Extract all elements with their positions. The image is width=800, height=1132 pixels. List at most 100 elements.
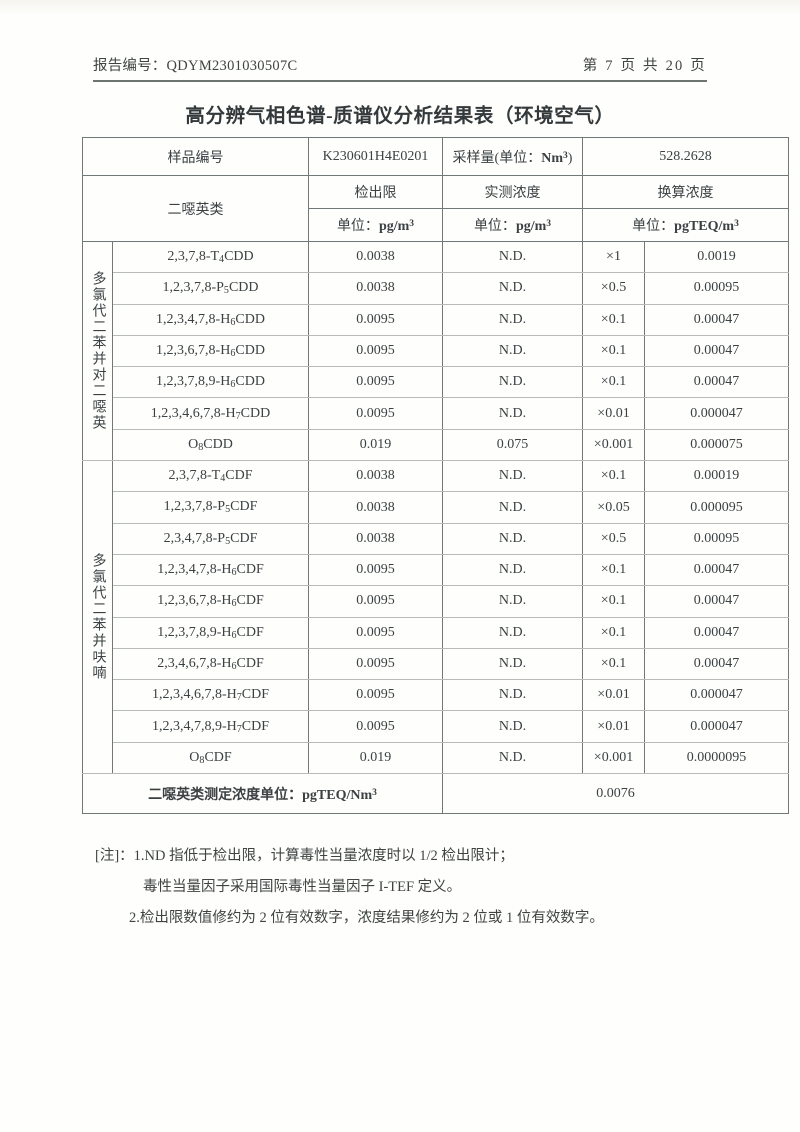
dioxin-group-label: 二噁英类: [82, 175, 309, 242]
congener-detection-limit: 0.0038: [308, 522, 443, 555]
congener-converted-value: 0.00047: [644, 647, 789, 681]
congener-detection-limit: 0.0038: [308, 460, 443, 493]
footnote-line-2: 毒性当量因子采用国际毒性当量因子 I-TEF 定义。: [95, 872, 735, 903]
table-row: 2,3,4,7,8-P5CDF 0.0038 N.D. ×0.5 0.00095: [83, 522, 789, 555]
table-row: 1,2,3,7,8-P5CDD 0.0038 N.D. ×0.5 0.00095: [83, 272, 789, 305]
congener-name: 1,2,3,7,8-P5CDF: [112, 491, 309, 524]
congener-name: O8CDD: [112, 428, 309, 462]
congener-converted-value: 0.00047: [644, 585, 789, 618]
congener-tef-factor: ×0.5: [582, 272, 645, 305]
congener-detection-limit: 0.0038: [308, 240, 443, 274]
sampling-volume-value: 528.2628: [582, 137, 789, 176]
congener-converted-value: 0.000075: [644, 428, 789, 462]
congener-measured-value: N.D.: [442, 303, 583, 336]
converted-unit: 单位：pgTEQ/m3: [582, 208, 789, 242]
congener-tef-factor: ×1: [582, 240, 645, 274]
table-row: O8CDD 0.019 0.075 ×0.001 0.000075: [83, 428, 789, 462]
detection-limit-header: 检出限: [308, 175, 443, 209]
congener-name: 1,2,3,4,7,8-H6CDF: [112, 553, 309, 587]
congener-tef-factor: ×0.001: [582, 428, 645, 462]
congener-converted-value: 0.00047: [644, 334, 789, 368]
sampling-volume-label: 采样量(单位：Nm3): [442, 137, 583, 176]
congener-name: 1,2,3,7,8,9-H6CDF: [112, 616, 309, 649]
congener-measured-value: N.D.: [442, 647, 583, 681]
congener-detection-limit: 0.0095: [308, 397, 443, 430]
congener-measured-value: 0.075: [442, 428, 583, 462]
congener-tef-factor: ×0.01: [582, 397, 645, 430]
footnote-line-3: 2.检出限数值修约为 2 位有效数字，浓度结果修约为 2 位或 1 位有效数字。: [95, 903, 735, 934]
table-row: 1,2,3,7,8,9-H6CDD 0.0095 N.D. ×0.1 0.00047: [83, 366, 789, 399]
congener-converted-value: 0.0000095: [644, 741, 789, 775]
congener-detection-limit: 0.0095: [308, 553, 443, 587]
congener-converted-value: 0.000095: [644, 491, 789, 524]
page-title: 高分辨气相色谱-质谱仪分析结果表（环境空气）: [185, 106, 615, 127]
measured-concentration-header: 实测浓度: [442, 175, 583, 209]
converted-concentration-header: 换算浓度: [582, 175, 789, 209]
congener-measured-value: N.D.: [442, 460, 583, 493]
congener-converted-value: 0.00095: [644, 522, 789, 555]
table-row: O8CDF 0.019 N.D. ×0.001 0.0000095: [83, 741, 789, 775]
congener-detection-limit: 0.0038: [308, 272, 443, 305]
congener-detection-limit: 0.0095: [308, 647, 443, 681]
congener-converted-value: 0.00047: [644, 303, 789, 336]
congener-converted-value: 0.000047: [644, 397, 789, 430]
congener-tef-factor: ×0.5: [582, 522, 645, 555]
congener-tef-factor: ×0.05: [582, 491, 645, 524]
congener-group-label-2: 多氯代二苯并呋喃: [82, 460, 113, 775]
congener-measured-value: N.D.: [442, 334, 583, 368]
congener-tef-factor: ×0.01: [582, 710, 645, 743]
table-body: 样品编号 K230601H4E0201 采样量(单位：Nm3) 528.2628 二噁英…: [82, 137, 789, 815]
header-divider: [93, 80, 707, 82]
congener-name: 1,2,3,4,7,8,9-H7CDF: [112, 710, 309, 743]
table-row: 1,2,3,4,7,8-H6CDD 0.0095 N.D. ×0.1 0.00047: [83, 303, 789, 336]
table-row: 1,2,3,6,7,8-H6CDF 0.0095 N.D. ×0.1 0.00047: [83, 585, 789, 618]
sample-info-row: 样品编号 K230601H4E0201 采样量(单位：Nm3) 528.2628: [82, 137, 789, 176]
congener-detection-limit: 0.019: [308, 741, 443, 775]
report-number-label: 报告编号：: [93, 58, 167, 74]
page-indicator: 第 7 页 共 20 页: [582, 58, 707, 74]
report-number: 报告编号：QDYM2301030507C: [93, 54, 297, 75]
congener-converted-value: 0.00047: [644, 366, 789, 399]
congener-converted-value: 0.0019: [644, 240, 789, 274]
congener-measured-value: N.D.: [442, 553, 583, 587]
unit-header-row: 单位：pg/m3 单位：pg/m3 单位：pgTEQ/m3: [83, 208, 789, 242]
congener-detection-limit: 0.0095: [308, 616, 443, 649]
congener-detection-limit: 0.0095: [308, 366, 443, 399]
congener-measured-value: N.D.: [442, 585, 583, 618]
measured-unit: 单位：pg/m3: [442, 208, 583, 242]
congener-tef-factor: ×0.1: [582, 366, 645, 399]
footnote-text-3: 2.检出限数值修约为 2 位有效数字，浓度结果修约为 2 位或 1 位有效数字。: [129, 910, 604, 926]
footnote-text-1: 1.ND 指低于检出限，计算毒性当量浓度时以 1/2 检出限计；: [133, 848, 514, 864]
congener-group-label-1: 多氯代二苯并对二噁英: [82, 240, 113, 462]
table-row: 1,2,3,4,6,7,8-H7CDD 0.0095 N.D. ×0.01 0.0000…: [83, 397, 789, 430]
congener-name: 1,2,3,6,7,8-H6CDF: [112, 585, 309, 618]
column-header-row: 二噁英类 检出限 实测浓度 换算浓度: [82, 175, 789, 242]
results-table-wrapper: 样品编号 K230601H4E0201 采样量(单位：Nm3) 528.2628 二噁英…: [82, 137, 789, 815]
footnotes: [注]：1.ND 指低于检出限，计算毒性当量浓度时以 1/2 检出限计； 毒性当…: [95, 841, 735, 934]
report-number-value: QDYM2301030507C: [166, 58, 298, 74]
congener-measured-value: N.D.: [442, 397, 583, 430]
congener-name: 2,3,7,8-T4CDD: [112, 240, 309, 274]
table-row: 2,3,4,6,7,8-H6CDF 0.0095 N.D. ×0.1 0.00047: [83, 647, 789, 681]
congener-name: 2,3,4,7,8-P5CDF: [112, 522, 309, 555]
congener-tef-factor: ×0.1: [582, 460, 645, 493]
congener-tef-factor: ×0.1: [582, 553, 645, 587]
scan-edge-tint: [0, 0, 800, 14]
congener-measured-value: N.D.: [442, 240, 583, 274]
sample-id-label: 样品编号: [82, 137, 309, 176]
congener-tef-factor: ×0.1: [582, 616, 645, 649]
congener-converted-value: 0.000047: [644, 679, 789, 712]
congener-measured-value: N.D.: [442, 522, 583, 555]
congener-name: 2,3,7,8-T4CDF: [112, 460, 309, 493]
detection-limit-unit: 单位：pg/m3: [308, 208, 443, 242]
congener-measured-value: N.D.: [442, 710, 583, 743]
table-row: 1,2,3,4,6,7,8-H7CDF 0.0095 N.D. ×0.01 0.0000…: [83, 679, 789, 712]
congener-measured-value: N.D.: [442, 366, 583, 399]
congener-name: 1,2,3,4,6,7,8-H7CDD: [112, 397, 309, 430]
congener-name: 1,2,3,6,7,8-H6CDD: [112, 334, 309, 368]
congener-detection-limit: 0.0038: [308, 491, 443, 524]
footnote-line-1: [注]：1.ND 指低于检出限，计算毒性当量浓度时以 1/2 检出限计；: [95, 841, 735, 872]
congener-detection-limit: 0.0095: [308, 585, 443, 618]
congener-tef-factor: ×0.1: [582, 647, 645, 681]
